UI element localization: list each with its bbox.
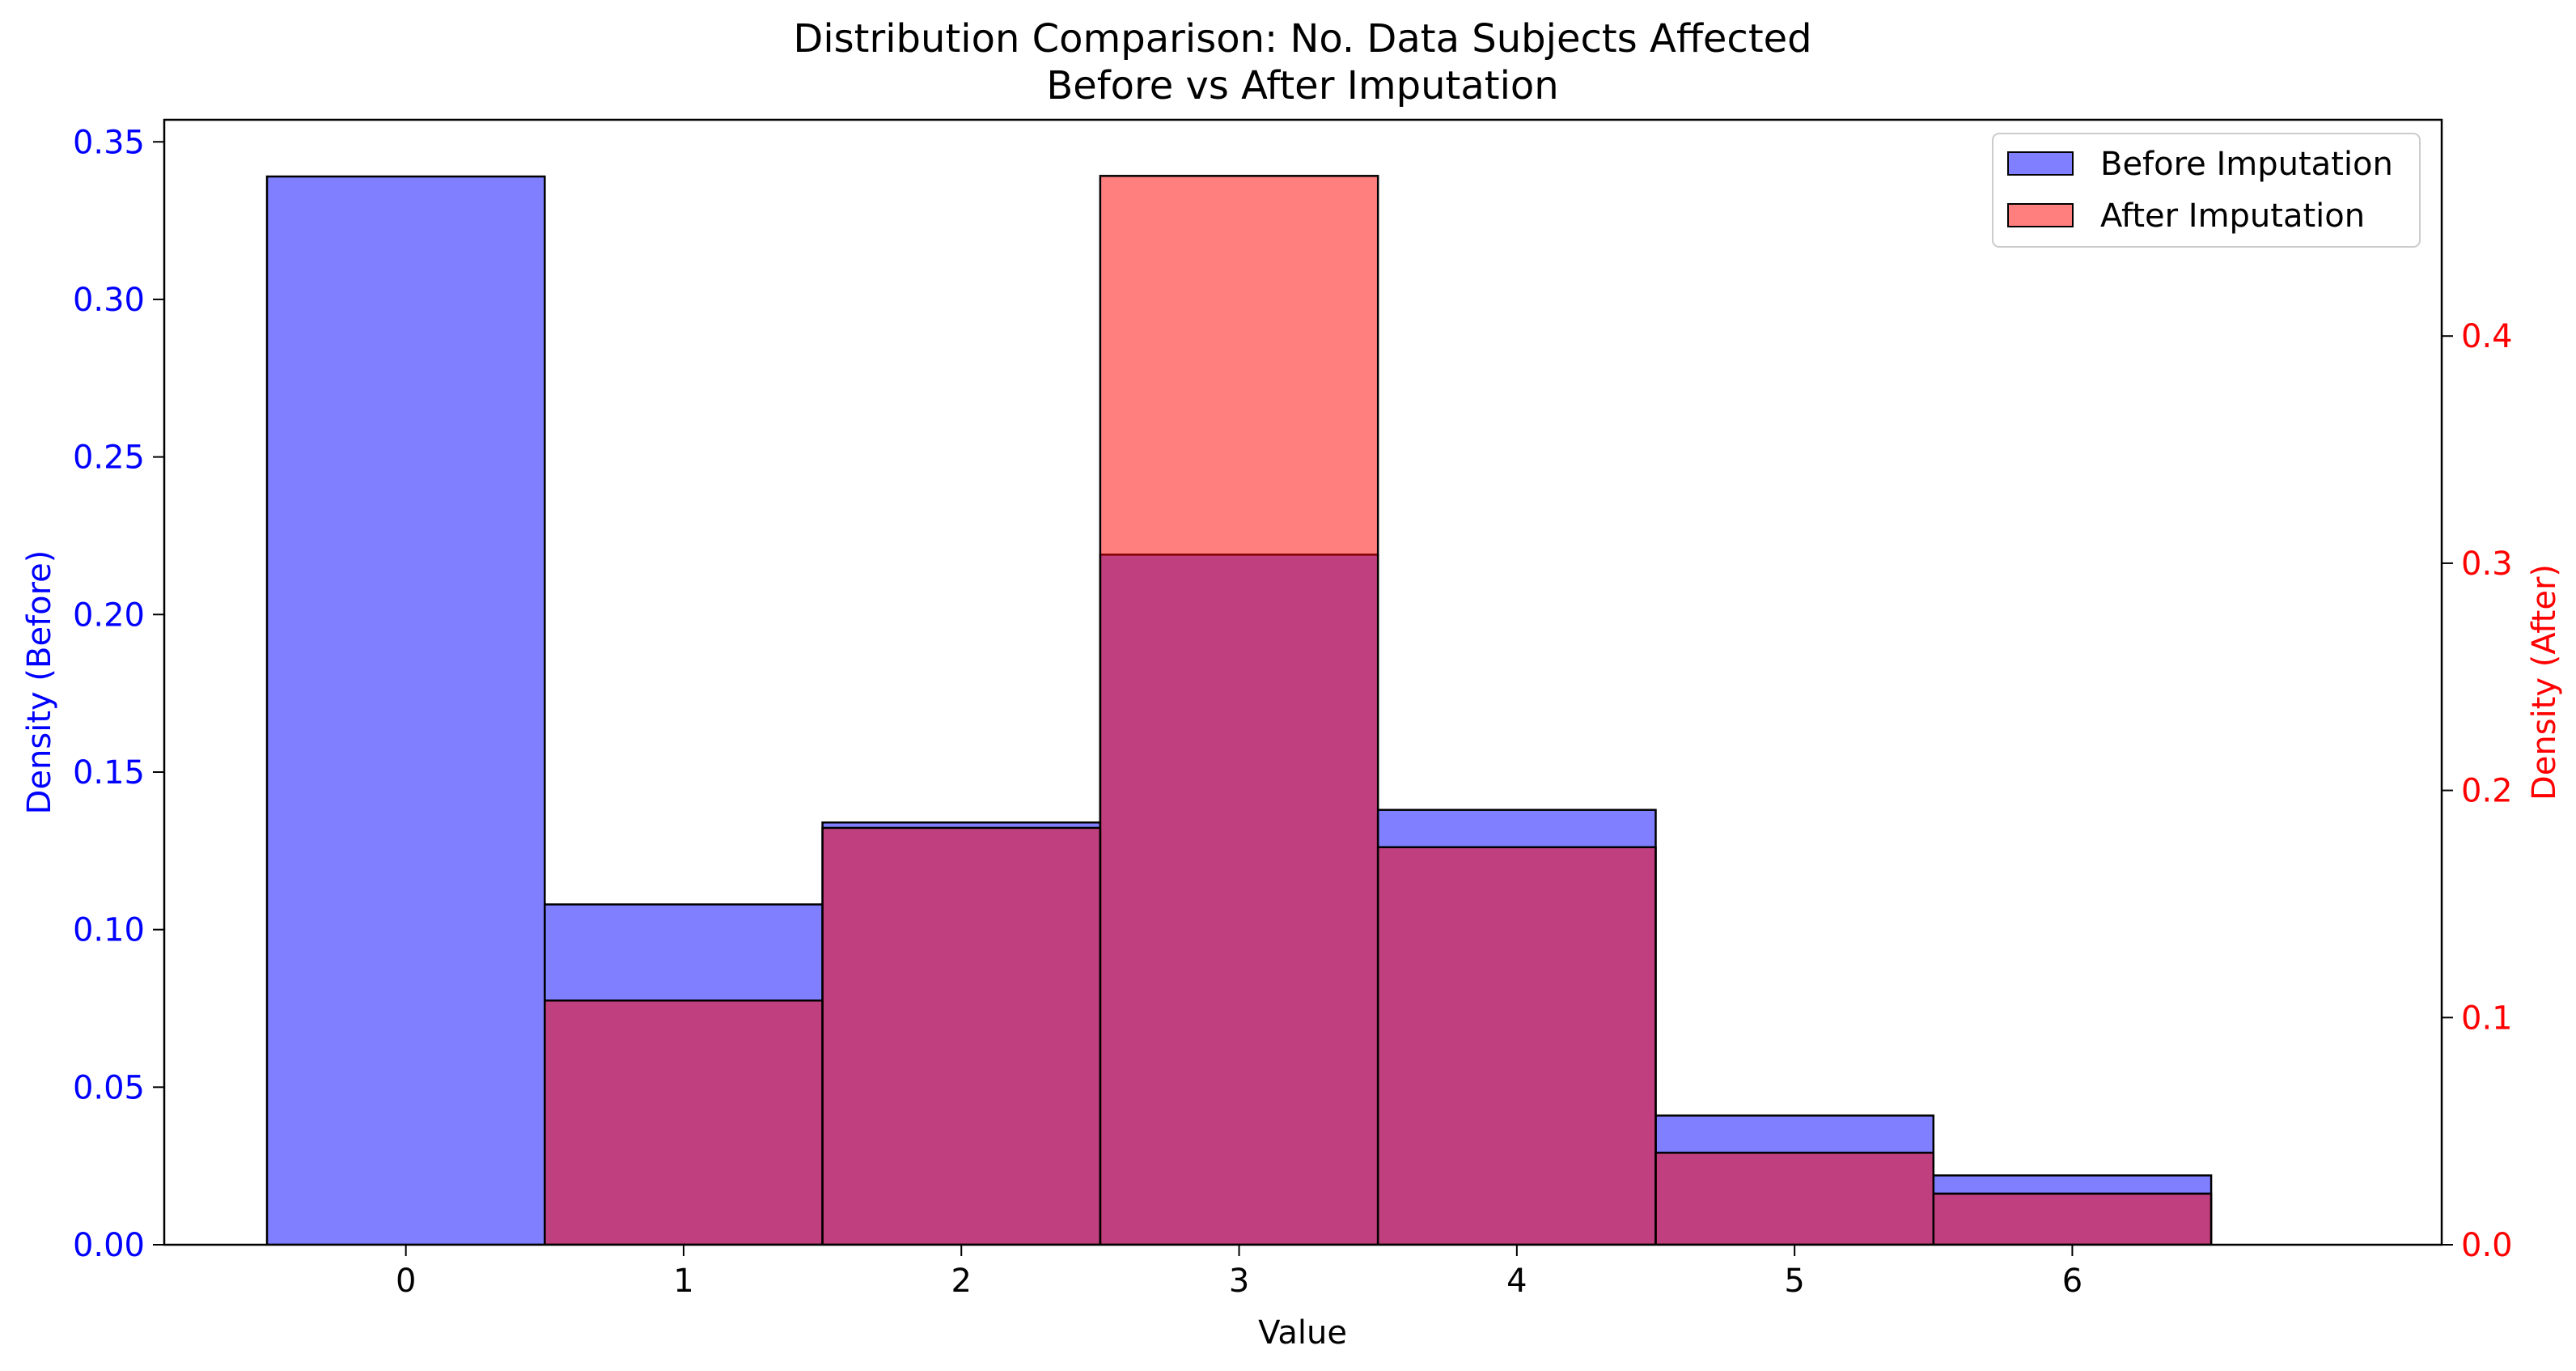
bar-after-2 bbox=[821, 826, 1102, 1245]
bar-after-4 bbox=[1376, 846, 1657, 1245]
y-left-tick-label: 0.35 bbox=[73, 124, 145, 161]
bar-after-5 bbox=[1654, 1152, 1935, 1245]
bar-after-6 bbox=[1932, 1192, 2213, 1245]
x-tick-label: 1 bbox=[673, 1263, 693, 1300]
y-right-tick-label: 0.1 bbox=[2461, 1000, 2513, 1037]
bar-before-0 bbox=[265, 175, 546, 1245]
bar-after-1 bbox=[544, 1000, 824, 1245]
y-axis-right: 0.0 0.1 0.2 0.3 0.4 bbox=[2442, 318, 2513, 1264]
x-tick-label: 0 bbox=[396, 1263, 416, 1300]
bar-after-3 bbox=[1099, 175, 1379, 1245]
bars-layer bbox=[265, 175, 2213, 1245]
legend-label-before: Before Imputation bbox=[2100, 146, 2393, 183]
y-axis-right-label: Density (After) bbox=[2526, 564, 2563, 800]
y-left-tick-label: 0.10 bbox=[73, 912, 145, 949]
x-tick-label: 6 bbox=[2062, 1263, 2082, 1300]
plot-frame bbox=[163, 118, 2443, 1246]
y-axis-left-label: Density (Before) bbox=[21, 550, 58, 815]
x-tick-label: 3 bbox=[1229, 1263, 1249, 1300]
y-left-tick-label: 0.05 bbox=[73, 1069, 145, 1106]
y-left-tick-label: 0.15 bbox=[73, 754, 145, 792]
legend-frame bbox=[1992, 133, 2421, 248]
y-left-tick-label: 0.30 bbox=[73, 282, 145, 319]
y-axis-left: 0.00 0.05 0.10 0.15 0.20 0.25 0.30 0.35 bbox=[73, 124, 164, 1264]
y-right-tick-label: 0.3 bbox=[2461, 545, 2513, 583]
legend-label-after: After Imputation bbox=[2100, 197, 2365, 235]
y-left-tick-label: 0.25 bbox=[73, 439, 145, 477]
x-axis: 0 1 2 3 4 5 6 bbox=[396, 1245, 2082, 1300]
y-left-tick-label: 0.20 bbox=[73, 596, 145, 634]
x-axis-label: Value bbox=[1258, 1314, 1347, 1352]
y-right-tick-label: 0.4 bbox=[2461, 318, 2513, 355]
y-right-tick-label: 0.0 bbox=[2461, 1227, 2513, 1264]
legend-swatch-after bbox=[2007, 203, 2074, 227]
y-left-tick-label: 0.00 bbox=[73, 1227, 145, 1264]
chart-title: Distribution Comparison: No. Data Subjec… bbox=[793, 16, 1811, 62]
chart-subtitle: Before vs After Imputation bbox=[1046, 63, 1558, 108]
legend-swatch-before bbox=[2007, 151, 2074, 176]
x-tick-label: 2 bbox=[951, 1263, 972, 1300]
legend: Before Imputation After Imputation bbox=[1992, 133, 2421, 248]
y-right-tick-label: 0.2 bbox=[2461, 773, 2513, 810]
x-tick-label: 5 bbox=[1784, 1263, 1804, 1300]
x-tick-label: 4 bbox=[1506, 1263, 1527, 1300]
